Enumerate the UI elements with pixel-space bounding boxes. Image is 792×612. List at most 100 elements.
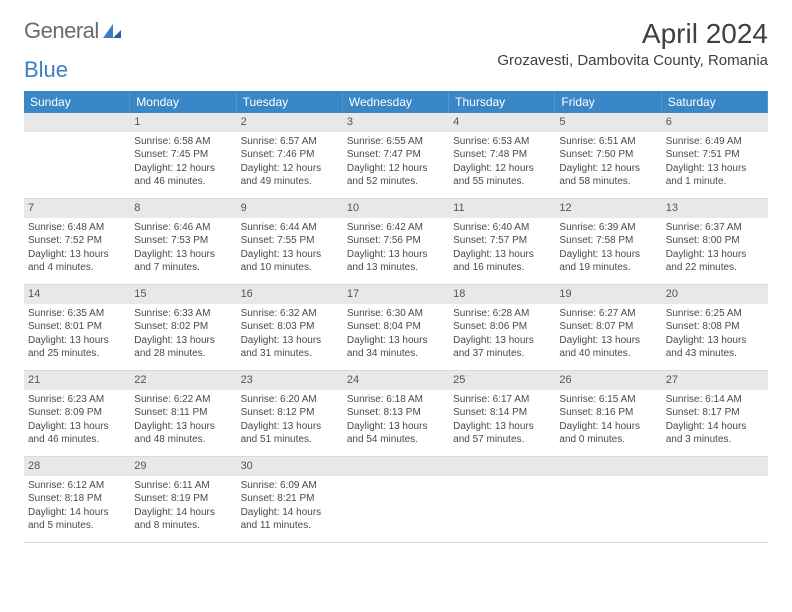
day-cell: 29Sunrise: 6:11 AMSunset: 8:19 PMDayligh…	[130, 457, 236, 543]
day-cell: 23Sunrise: 6:20 AMSunset: 8:12 PMDayligh…	[237, 371, 343, 457]
day-number: 13	[662, 199, 768, 218]
day-cell	[24, 113, 130, 199]
sunset-text: Sunset: 7:48 PM	[453, 148, 551, 162]
day-cell: 5Sunrise: 6:51 AMSunset: 7:50 PMDaylight…	[555, 113, 661, 199]
weekday-header-row: SundayMondayTuesdayWednesdayThursdayFrid…	[24, 91, 768, 113]
day-number: 25	[449, 371, 555, 390]
sunset-text: Sunset: 7:50 PM	[559, 148, 657, 162]
month-title: April 2024	[497, 18, 768, 50]
day-body: Sunrise: 6:20 AMSunset: 8:12 PMDaylight:…	[237, 390, 343, 450]
day-body: Sunrise: 6:22 AMSunset: 8:11 PMDaylight:…	[130, 390, 236, 450]
sunset-text: Sunset: 8:13 PM	[347, 406, 445, 420]
daylight-text: Daylight: 14 hours and 3 minutes.	[666, 420, 764, 447]
day-body: Sunrise: 6:49 AMSunset: 7:51 PMDaylight:…	[662, 132, 768, 192]
sunrise-text: Sunrise: 6:49 AM	[666, 135, 764, 149]
day-number: 22	[130, 371, 236, 390]
sunrise-text: Sunrise: 6:30 AM	[347, 307, 445, 321]
day-body: Sunrise: 6:30 AMSunset: 8:04 PMDaylight:…	[343, 304, 449, 364]
day-body: Sunrise: 6:18 AMSunset: 8:13 PMDaylight:…	[343, 390, 449, 450]
daylight-text: Daylight: 13 hours and 28 minutes.	[134, 334, 232, 361]
calendar: SundayMondayTuesdayWednesdayThursdayFrid…	[24, 91, 768, 543]
day-body: Sunrise: 6:37 AMSunset: 8:00 PMDaylight:…	[662, 218, 768, 278]
day-cell: 26Sunrise: 6:15 AMSunset: 8:16 PMDayligh…	[555, 371, 661, 457]
daylight-text: Daylight: 13 hours and 7 minutes.	[134, 248, 232, 275]
weekday-header: Tuesday	[237, 91, 343, 113]
day-number: 5	[555, 113, 661, 132]
day-number-empty	[662, 457, 768, 476]
daylight-text: Daylight: 13 hours and 40 minutes.	[559, 334, 657, 361]
day-number: 7	[24, 199, 130, 218]
day-cell: 18Sunrise: 6:28 AMSunset: 8:06 PMDayligh…	[449, 285, 555, 371]
daylight-text: Daylight: 13 hours and 16 minutes.	[453, 248, 551, 275]
daylight-text: Daylight: 12 hours and 55 minutes.	[453, 162, 551, 189]
sunrise-text: Sunrise: 6:15 AM	[559, 393, 657, 407]
sunset-text: Sunset: 8:16 PM	[559, 406, 657, 420]
sunrise-text: Sunrise: 6:32 AM	[241, 307, 339, 321]
sunset-text: Sunset: 7:45 PM	[134, 148, 232, 162]
daylight-text: Daylight: 14 hours and 11 minutes.	[241, 506, 339, 533]
daylight-text: Daylight: 13 hours and 46 minutes.	[28, 420, 126, 447]
day-number: 29	[130, 457, 236, 476]
sunset-text: Sunset: 8:21 PM	[241, 492, 339, 506]
day-cell: 1Sunrise: 6:58 AMSunset: 7:45 PMDaylight…	[130, 113, 236, 199]
daylight-text: Daylight: 14 hours and 0 minutes.	[559, 420, 657, 447]
sunset-text: Sunset: 8:04 PM	[347, 320, 445, 334]
logo-text-general: General	[24, 18, 99, 44]
sunset-text: Sunset: 8:11 PM	[134, 406, 232, 420]
sunset-text: Sunset: 8:08 PM	[666, 320, 764, 334]
daylight-text: Daylight: 13 hours and 31 minutes.	[241, 334, 339, 361]
sunset-text: Sunset: 7:52 PM	[28, 234, 126, 248]
weeks-container: 1Sunrise: 6:58 AMSunset: 7:45 PMDaylight…	[24, 113, 768, 543]
day-body: Sunrise: 6:40 AMSunset: 7:57 PMDaylight:…	[449, 218, 555, 278]
sunrise-text: Sunrise: 6:28 AM	[453, 307, 551, 321]
sunrise-text: Sunrise: 6:58 AM	[134, 135, 232, 149]
daylight-text: Daylight: 13 hours and 19 minutes.	[559, 248, 657, 275]
sunrise-text: Sunrise: 6:37 AM	[666, 221, 764, 235]
day-cell: 17Sunrise: 6:30 AMSunset: 8:04 PMDayligh…	[343, 285, 449, 371]
day-number: 17	[343, 285, 449, 304]
day-body: Sunrise: 6:12 AMSunset: 8:18 PMDaylight:…	[24, 476, 130, 536]
sunrise-text: Sunrise: 6:48 AM	[28, 221, 126, 235]
day-cell: 21Sunrise: 6:23 AMSunset: 8:09 PMDayligh…	[24, 371, 130, 457]
day-cell: 24Sunrise: 6:18 AMSunset: 8:13 PMDayligh…	[343, 371, 449, 457]
sunrise-text: Sunrise: 6:11 AM	[134, 479, 232, 493]
sunrise-text: Sunrise: 6:35 AM	[28, 307, 126, 321]
day-body: Sunrise: 6:53 AMSunset: 7:48 PMDaylight:…	[449, 132, 555, 192]
sunset-text: Sunset: 8:03 PM	[241, 320, 339, 334]
day-number: 20	[662, 285, 768, 304]
day-body: Sunrise: 6:32 AMSunset: 8:03 PMDaylight:…	[237, 304, 343, 364]
weekday-header: Monday	[130, 91, 236, 113]
weekday-header: Saturday	[662, 91, 768, 113]
sunrise-text: Sunrise: 6:27 AM	[559, 307, 657, 321]
day-number: 23	[237, 371, 343, 390]
day-body: Sunrise: 6:17 AMSunset: 8:14 PMDaylight:…	[449, 390, 555, 450]
daylight-text: Daylight: 13 hours and 48 minutes.	[134, 420, 232, 447]
day-cell: 8Sunrise: 6:46 AMSunset: 7:53 PMDaylight…	[130, 199, 236, 285]
day-body: Sunrise: 6:58 AMSunset: 7:45 PMDaylight:…	[130, 132, 236, 192]
sunrise-text: Sunrise: 6:17 AM	[453, 393, 551, 407]
sunrise-text: Sunrise: 6:42 AM	[347, 221, 445, 235]
day-body: Sunrise: 6:15 AMSunset: 8:16 PMDaylight:…	[555, 390, 661, 450]
day-number: 12	[555, 199, 661, 218]
day-cell: 7Sunrise: 6:48 AMSunset: 7:52 PMDaylight…	[24, 199, 130, 285]
day-body: Sunrise: 6:25 AMSunset: 8:08 PMDaylight:…	[662, 304, 768, 364]
day-number: 21	[24, 371, 130, 390]
sunset-text: Sunset: 8:02 PM	[134, 320, 232, 334]
day-number: 15	[130, 285, 236, 304]
day-cell: 12Sunrise: 6:39 AMSunset: 7:58 PMDayligh…	[555, 199, 661, 285]
daylight-text: Daylight: 12 hours and 49 minutes.	[241, 162, 339, 189]
sunrise-text: Sunrise: 6:33 AM	[134, 307, 232, 321]
logo-text-blue: Blue	[24, 57, 68, 82]
sunrise-text: Sunrise: 6:44 AM	[241, 221, 339, 235]
day-number: 14	[24, 285, 130, 304]
daylight-text: Daylight: 12 hours and 46 minutes.	[134, 162, 232, 189]
sunset-text: Sunset: 7:57 PM	[453, 234, 551, 248]
daylight-text: Daylight: 13 hours and 51 minutes.	[241, 420, 339, 447]
daylight-text: Daylight: 13 hours and 57 minutes.	[453, 420, 551, 447]
day-number: 2	[237, 113, 343, 132]
day-number-empty	[555, 457, 661, 476]
week-row: 1Sunrise: 6:58 AMSunset: 7:45 PMDaylight…	[24, 113, 768, 199]
day-number-empty	[343, 457, 449, 476]
logo: General	[24, 18, 121, 44]
sunset-text: Sunset: 8:09 PM	[28, 406, 126, 420]
